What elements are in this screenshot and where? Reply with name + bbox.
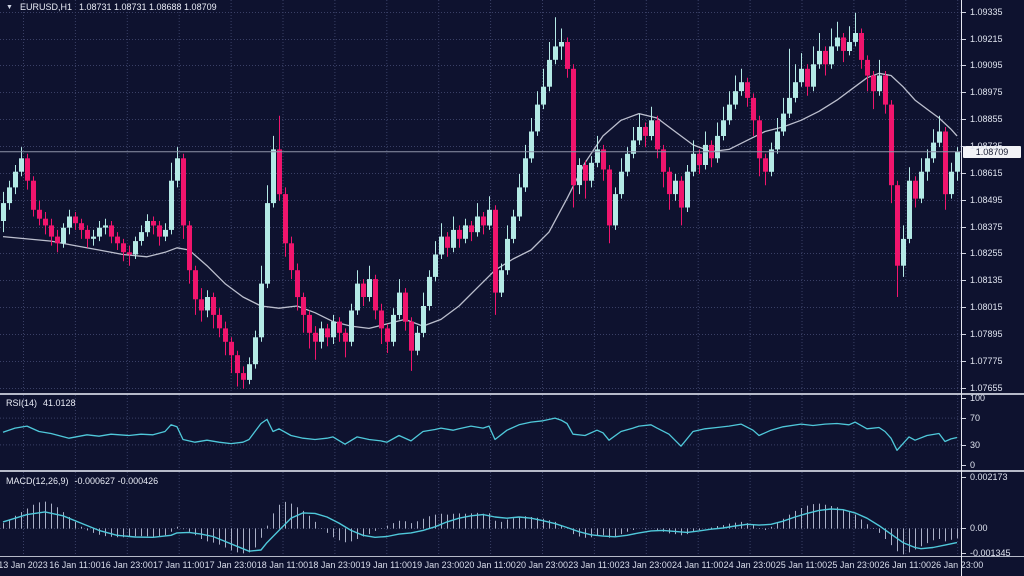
axis-tick (962, 12, 966, 13)
axis-label: 1.08375 (970, 222, 1003, 232)
time-label: 13 Jan 2023 (0, 560, 48, 570)
axis-tick (962, 307, 966, 308)
axis-tick (962, 200, 966, 201)
price-axis[interactable]: 1.08709 1.09335 1.09215 1.09095 1.08975 1.08… (961, 0, 1024, 576)
axis-label: 1.08495 (970, 195, 1003, 205)
axis-label: 70 (970, 413, 981, 423)
rsi-indicator-panel[interactable] (0, 395, 962, 470)
axis-tick (962, 119, 966, 120)
axis-label: 1.08735 (970, 141, 1003, 151)
time-label: 20 Jan 11:00 (464, 560, 516, 570)
axis-label: 1.08615 (970, 168, 1003, 178)
axis-label: 1.09215 (970, 34, 1003, 44)
axis-tick (962, 65, 966, 66)
time-label: 16 Jan 23:00 (100, 560, 153, 570)
time-label: 25 Jan 11:00 (775, 560, 828, 570)
axis-tick (962, 334, 966, 335)
time-label: 23 Jan 23:00 (619, 560, 672, 570)
axis-label: 1.07895 (970, 329, 1003, 339)
time-axis-separator (0, 556, 1024, 557)
axis-label: 1.07775 (970, 356, 1003, 366)
rsi-value: 41.0128 (43, 398, 76, 408)
axis-tick (962, 388, 966, 389)
axis-label: 0.002173 (970, 472, 1008, 482)
axis-tick (962, 280, 966, 281)
axis-tick (962, 227, 966, 228)
axis-label: 1.08015 (970, 302, 1003, 312)
axis-label: 100 (970, 393, 986, 403)
time-label: 16 Jan 11:00 (49, 560, 101, 570)
axis-label: 1.09335 (970, 7, 1003, 17)
axis-tick (962, 528, 966, 529)
axis-tick (962, 398, 966, 399)
axis-label: 1.09095 (970, 60, 1003, 70)
axis-tick (962, 173, 966, 174)
macd-name: MACD(12,26,9) (6, 476, 69, 486)
current-price-tag: 1.08709 (963, 146, 1021, 158)
axis-tick (962, 361, 966, 362)
axis-tick (962, 146, 966, 147)
rsi-label: RSI(14) 41.0128 (6, 398, 76, 408)
axis-label: 30 (970, 440, 981, 450)
panel-splitter-macd[interactable] (0, 470, 1024, 472)
axis-label: -0.001345 (970, 548, 1011, 558)
time-label: 25 Jan 23:00 (827, 560, 880, 570)
time-label: 23 Jan 11:00 (568, 560, 620, 570)
time-label: 26 Jan 23:00 (931, 560, 984, 570)
axis-tick (962, 253, 966, 254)
axis-tick (962, 92, 966, 93)
axis-tick (962, 418, 966, 419)
axis-label: 1.07655 (970, 383, 1003, 393)
time-label: 19 Jan 23:00 (412, 560, 465, 570)
axis-label: 1.08975 (970, 87, 1003, 97)
axis-tick (962, 445, 966, 446)
axis-label: 1.08255 (970, 248, 1003, 258)
chart-menu-icon[interactable]: ▼ (6, 3, 13, 11)
macd-indicator-panel[interactable] (0, 472, 962, 556)
ohlc-quote-label: 1.08731 1.08731 1.08688 1.08709 (78, 2, 217, 12)
axis-label: 1.08135 (970, 275, 1003, 285)
time-label: 26 Jan 11:00 (879, 560, 931, 570)
time-label: 20 Jan 23:00 (515, 560, 569, 570)
axis-label: 1.08855 (970, 114, 1003, 124)
time-label: 18 Jan 11:00 (256, 560, 309, 570)
time-label: 24 Jan 11:00 (671, 560, 724, 570)
axis-tick (962, 465, 966, 466)
time-label: 18 Jan 23:00 (308, 560, 361, 570)
chart-title: ▼ EURUSD,H1 1.08731 1.08731 1.08688 1.08… (6, 2, 217, 12)
main-price-chart[interactable] (0, 0, 962, 394)
panel-splitter-rsi[interactable] (0, 393, 1024, 395)
time-label: 17 Jan 23:00 (204, 560, 257, 570)
axis-tick (962, 553, 966, 554)
axis-label: 0 (970, 460, 976, 470)
time-label: 19 Jan 11:00 (360, 560, 412, 570)
time-label: 17 Jan 11:00 (152, 560, 205, 570)
axis-tick (962, 39, 966, 40)
time-label: 24 Jan 23:00 (723, 560, 776, 570)
symbol-timeframe-label: EURUSD,H1 (19, 2, 72, 12)
macd-values: -0.000627 -0.000426 (74, 476, 159, 486)
rsi-name: RSI(14) (6, 398, 38, 408)
macd-label: MACD(12,26,9) -0.000627 -0.000426 (6, 476, 158, 486)
axis-tick (962, 477, 966, 478)
axis-label: 0.00 (970, 523, 988, 533)
